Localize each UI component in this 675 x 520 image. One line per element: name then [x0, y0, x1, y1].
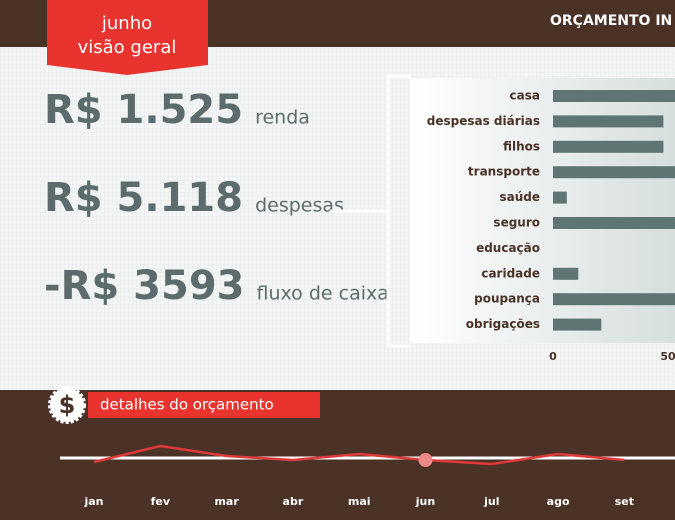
x-tick-label: 50 [660, 350, 675, 363]
category-label: casa [510, 89, 540, 103]
bar [553, 318, 602, 331]
section-label-bg [88, 392, 320, 418]
bar [553, 267, 579, 280]
highlight-point [418, 453, 433, 467]
category-label: despesas diárias [427, 114, 540, 128]
category-label: caridade [481, 266, 540, 280]
summary-amount: -R$ 3593 [44, 263, 245, 309]
month-label: mai [348, 495, 371, 508]
category-label: saúde [499, 190, 540, 204]
category-label: seguro [493, 216, 540, 230]
month-label: jul [483, 495, 499, 508]
summary: R$ 1.525 renda R$ 5.118 despesas -R$ 3593 flu… [44, 87, 389, 309]
category-label: obrigações [466, 317, 540, 331]
category-label: transporte [468, 165, 540, 179]
line [93, 444, 625, 466]
header-title: ORÇAMENTO IN [550, 13, 672, 29]
charts: 0 50 casa despesas diárias filhos transporte s… [60, 89, 675, 508]
x-tick-label: 0 [549, 350, 557, 363]
summary-label: renda [255, 107, 310, 129]
summary-label: despesas [255, 195, 344, 217]
dollar-icon [48, 386, 86, 424]
month-label: fev [151, 495, 171, 508]
month-label: jan [83, 495, 103, 508]
bar [553, 90, 675, 102]
bar [553, 166, 675, 179]
category-label: poupança [474, 292, 540, 306]
badge-text: visão geral [78, 37, 177, 58]
bar [553, 140, 664, 153]
month-label: jun [415, 495, 435, 508]
bracket [330, 74, 410, 348]
bar [553, 293, 675, 306]
category-label: educação [476, 241, 540, 255]
bar [553, 217, 675, 229]
month-label: abr [283, 495, 304, 508]
badge-text: junho [101, 13, 152, 34]
summary-label: fluxo de caixa [257, 283, 389, 305]
category-label: filhos [503, 139, 540, 153]
dollar-sign: $ [59, 391, 76, 419]
badge [47, 0, 208, 75]
section-label: detalhes do orçamento [100, 396, 274, 414]
summary-amount: R$ 5.118 [44, 175, 243, 221]
bar [553, 191, 567, 204]
month-label: mar [214, 495, 239, 508]
summary-amount: R$ 1.525 [44, 87, 243, 133]
bar [553, 115, 664, 128]
month-label: ago [547, 495, 570, 508]
month-label: set [615, 495, 634, 508]
